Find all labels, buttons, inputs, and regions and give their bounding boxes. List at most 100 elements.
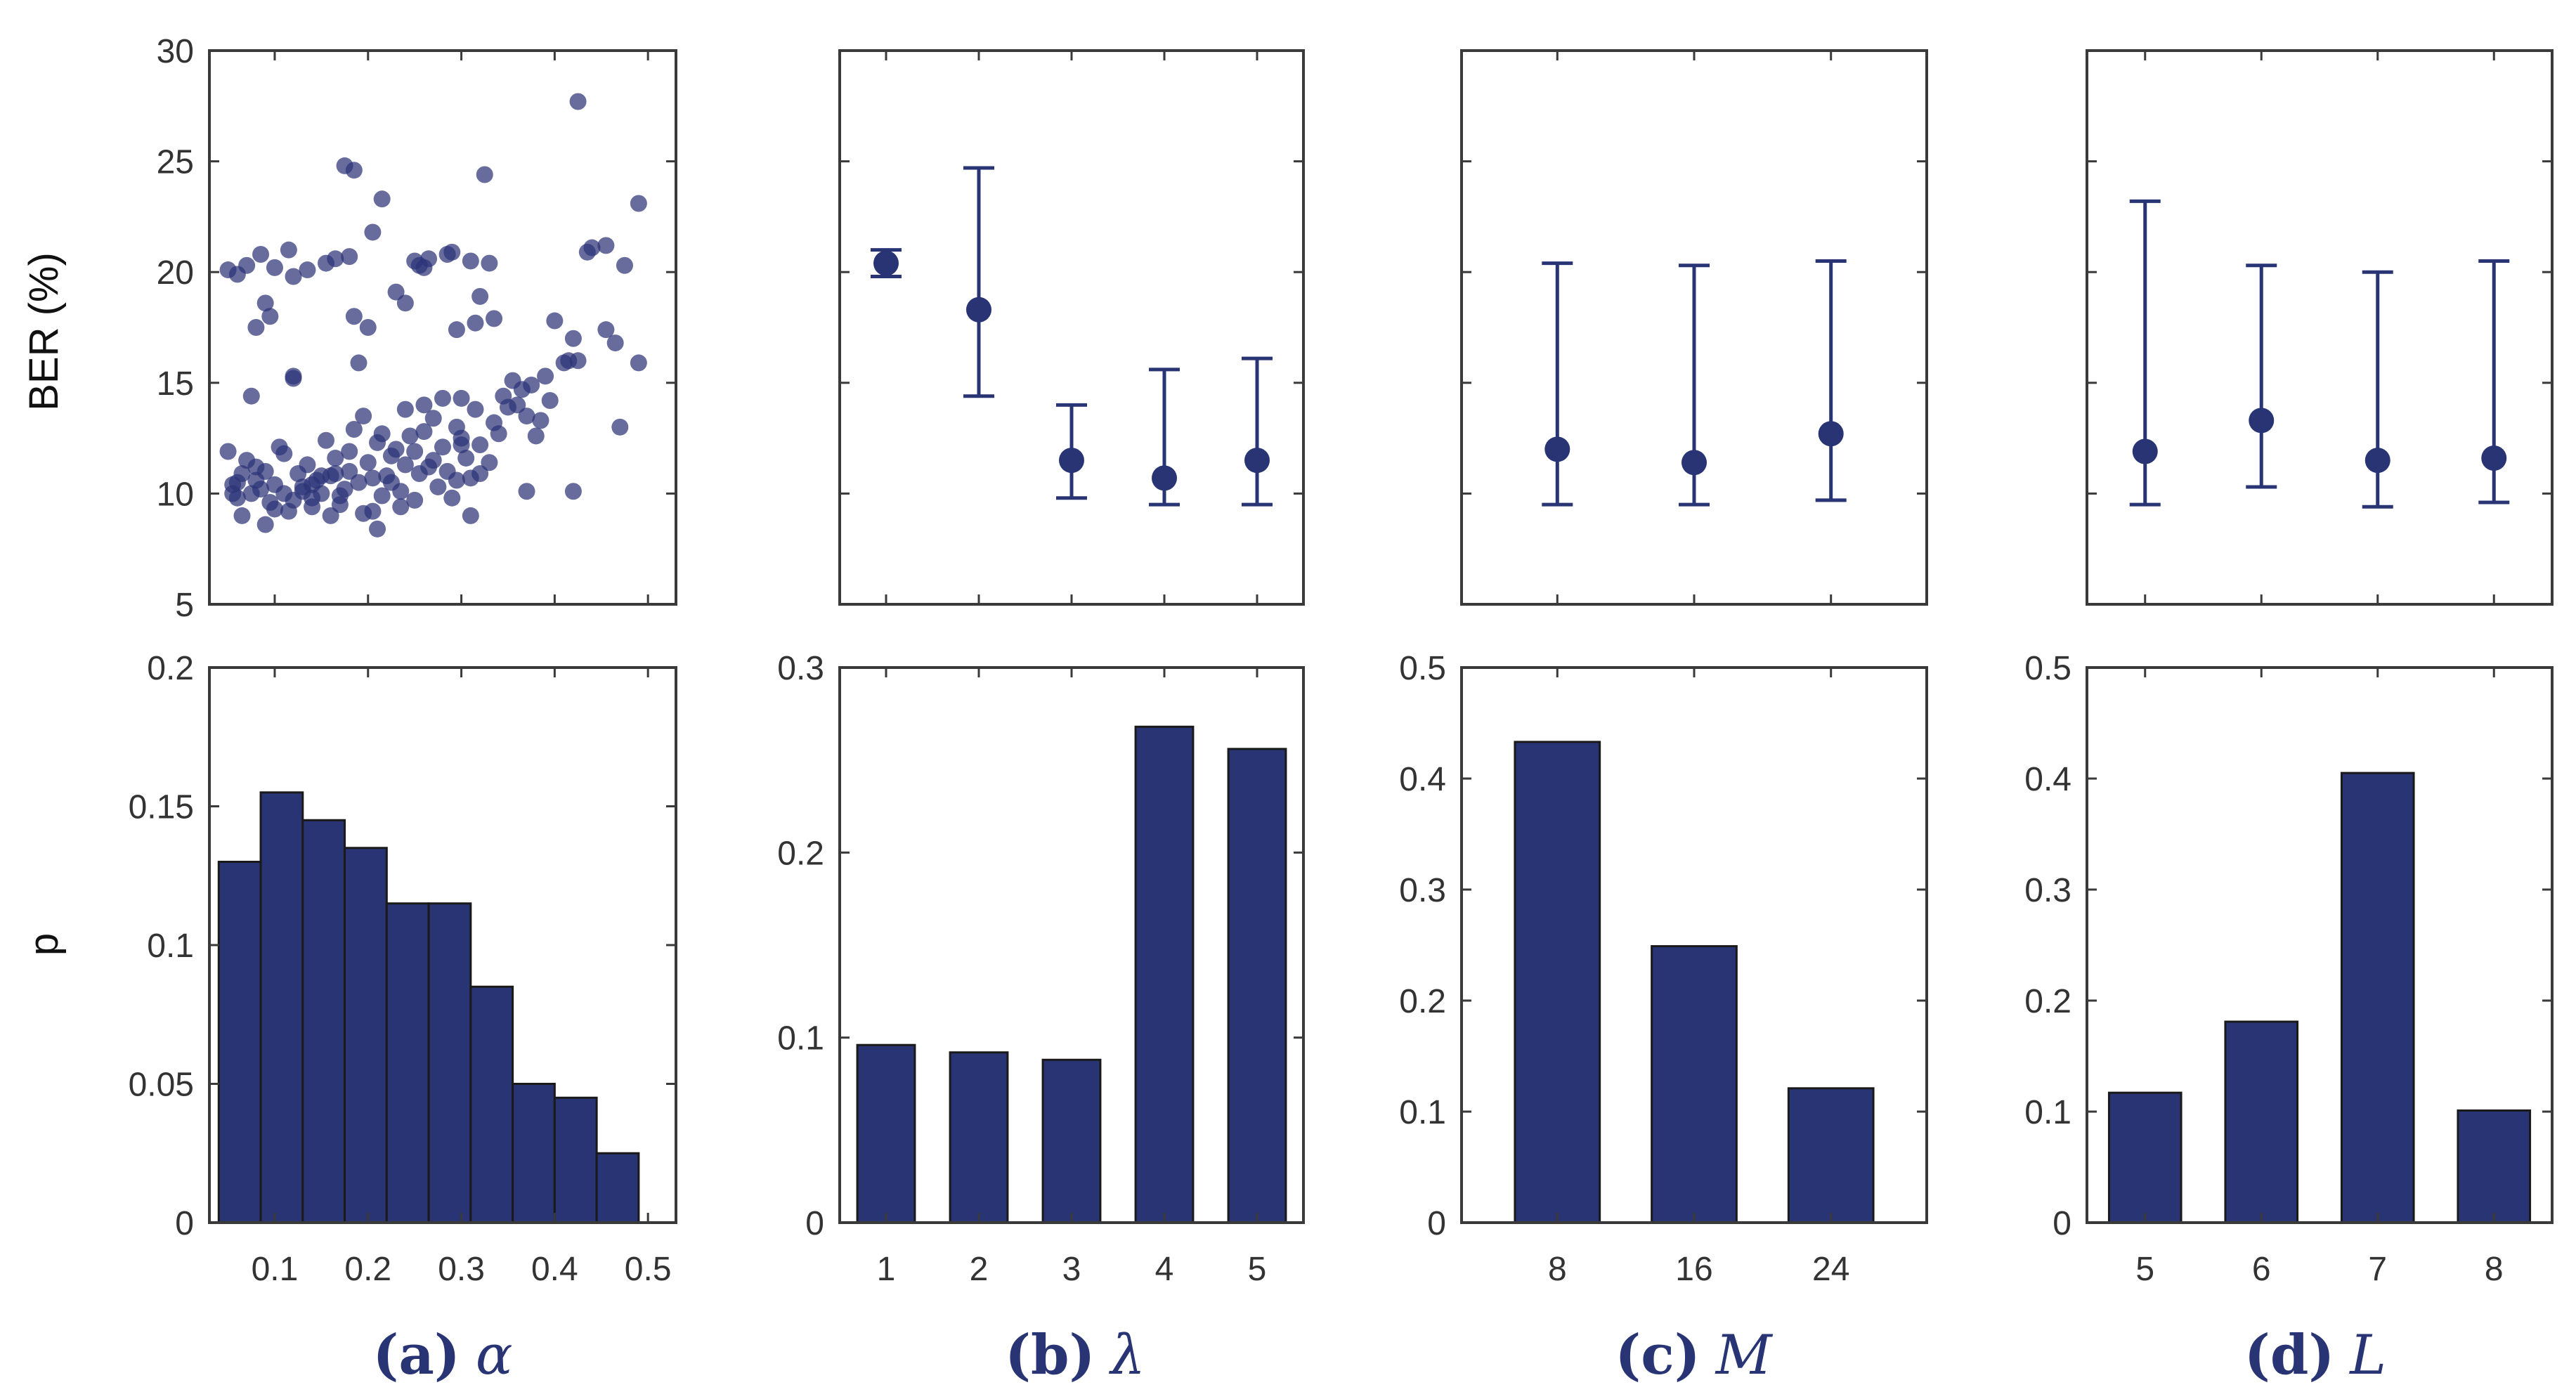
- panel-d-bottom-ytick-label: 0.5: [2024, 650, 2071, 687]
- panel-d-bottom-ytick-label: 0.1: [2024, 1094, 2071, 1131]
- scatter-point: [424, 452, 442, 469]
- scatter-point: [448, 471, 465, 489]
- scatter-point: [509, 396, 526, 414]
- caption-b: (b) λ: [1005, 1323, 1145, 1387]
- histogram-bar: [595, 1152, 640, 1224]
- scatter-point: [490, 425, 507, 443]
- scatter-point: [359, 454, 377, 471]
- scatter-point: [396, 401, 414, 418]
- panel-a-bottom-ytick-label: 0.15: [129, 789, 194, 826]
- scatter-point: [527, 427, 545, 445]
- scatter-point: [355, 408, 372, 425]
- caption-a: (a) α: [372, 1323, 512, 1387]
- scatter-point: [481, 454, 498, 471]
- scatter-point: [252, 245, 270, 263]
- panel-a-top-ytick-label: 15: [157, 365, 194, 403]
- scatter-point: [415, 259, 433, 276]
- errorbar-mean-point: [1244, 448, 1270, 474]
- panel-b-xtick-label: 2: [970, 1251, 989, 1288]
- scatter-point: [345, 162, 363, 179]
- panel-a-xtick-label: 0.4: [531, 1251, 578, 1288]
- errorbar-mean-point: [2481, 445, 2507, 471]
- scatter-point: [364, 502, 382, 520]
- scatter-point: [387, 283, 405, 301]
- errorbar-mean-point: [2364, 448, 2390, 474]
- panel-c-errorbar: [1460, 49, 1928, 606]
- scatter-point: [457, 449, 475, 467]
- panel-b-bottom-ytick-label: 0.2: [777, 835, 824, 872]
- scatter-point: [261, 308, 279, 325]
- caption-c-symbol: M: [1715, 1324, 1774, 1387]
- scatter-point: [424, 410, 442, 427]
- scatter-point: [387, 441, 405, 458]
- panel-a-bottom-ytick-label: 0.2: [147, 650, 194, 687]
- scatter-point: [256, 516, 274, 533]
- scatter-point: [345, 308, 363, 325]
- errorbar-mean-point: [1544, 436, 1570, 462]
- histogram-bar: [385, 902, 430, 1224]
- errorbar-mean-point: [1059, 448, 1084, 474]
- scatter-point: [406, 443, 424, 460]
- scatter-point: [406, 491, 424, 509]
- scatter-point: [341, 248, 358, 266]
- panel-c-bottom-ytick-label: 0.5: [1399, 650, 1446, 687]
- scatter-point: [373, 487, 391, 505]
- scatter-point: [382, 474, 400, 491]
- panel-c-bottom-ytick-label: 0.1: [1399, 1094, 1446, 1131]
- scatter-point: [518, 483, 535, 500]
- scatter-point: [373, 425, 391, 443]
- scatter-point: [546, 312, 564, 330]
- panel-d-xtick-label: 5: [2135, 1251, 2154, 1288]
- scatter-point: [415, 423, 433, 441]
- panel-b-bottom-ytick-label: 0.3: [777, 650, 824, 687]
- histogram-bar: [259, 791, 304, 1224]
- scatter-point: [266, 500, 283, 518]
- scatter-point: [564, 483, 582, 500]
- scatter-point: [471, 465, 489, 483]
- panel-a-xtick-label: 0.1: [252, 1251, 299, 1288]
- panel-d-xtick-label: 6: [2252, 1251, 2271, 1288]
- scatter-point: [341, 462, 358, 480]
- caption-d-symbol: L: [2348, 1324, 2386, 1387]
- scatter-point: [396, 456, 414, 474]
- panel-d-xtick-label: 7: [2368, 1251, 2387, 1288]
- panel-a-histogram: 0 0.05 0.1 0.15 0.2 0.1 0.2 0.3 0.4 0.5: [129, 650, 677, 1288]
- caption-d: (d) L: [2244, 1323, 2386, 1387]
- histogram-bar: [301, 819, 346, 1224]
- caption-c: (c) M: [1615, 1323, 1773, 1387]
- bar-b-4: [1134, 725, 1195, 1224]
- histogram-bar: [217, 861, 262, 1224]
- errorbar-mean-point: [1152, 465, 1177, 491]
- bar-c-16: [1651, 945, 1738, 1224]
- ber-ylabel: BER (%): [21, 252, 67, 411]
- bar-c-24: [1787, 1087, 1875, 1224]
- scatter-point: [555, 354, 573, 372]
- errorbar-mean-point: [2249, 408, 2275, 434]
- scatter-point: [537, 367, 554, 385]
- scatter-point: [471, 287, 489, 305]
- errorbar-mean-point: [1818, 421, 1844, 447]
- histogram-bar: [512, 1083, 556, 1224]
- panel-c-bar: 0 0.1 0.2 0.3 0.4 0.5 8 16 24: [1399, 650, 1928, 1288]
- panel-c-bottom-ytick-label: 0: [1427, 1205, 1446, 1242]
- scatter-point: [322, 507, 339, 524]
- scatter-point: [429, 478, 447, 495]
- histogram-bar: [427, 902, 472, 1224]
- scatter-point: [299, 456, 316, 474]
- scatter-point: [327, 250, 344, 268]
- scatter-point: [275, 485, 293, 502]
- scatter-point: [434, 389, 451, 407]
- scatter-point: [453, 389, 470, 407]
- scatter-point: [462, 252, 479, 270]
- panel-b-xtick-label: 4: [1155, 1251, 1174, 1288]
- panel-a-top-frame: [208, 49, 677, 606]
- scatter-point: [285, 367, 302, 385]
- scatter-point: [434, 438, 451, 456]
- panel-b-bottom-ytick-label: 0: [805, 1205, 824, 1242]
- panel-c-bottom-ytick-label: 0.2: [1399, 983, 1446, 1020]
- caption-a-label: (a): [372, 1323, 460, 1387]
- scatter-point: [630, 354, 647, 372]
- scatter-point: [564, 330, 582, 347]
- scatter-point: [364, 223, 382, 241]
- panel-a-xtick-label: 0.5: [625, 1251, 672, 1288]
